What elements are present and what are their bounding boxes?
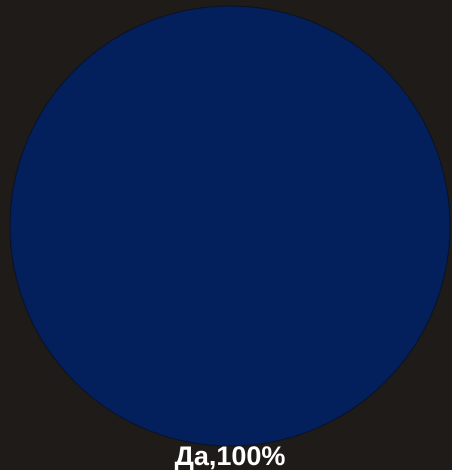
pie-labels: Да,100% <box>175 441 286 470</box>
pie-slice <box>10 6 450 446</box>
pie-slice-label: Да,100% <box>175 441 286 470</box>
pie-slices <box>10 6 450 446</box>
